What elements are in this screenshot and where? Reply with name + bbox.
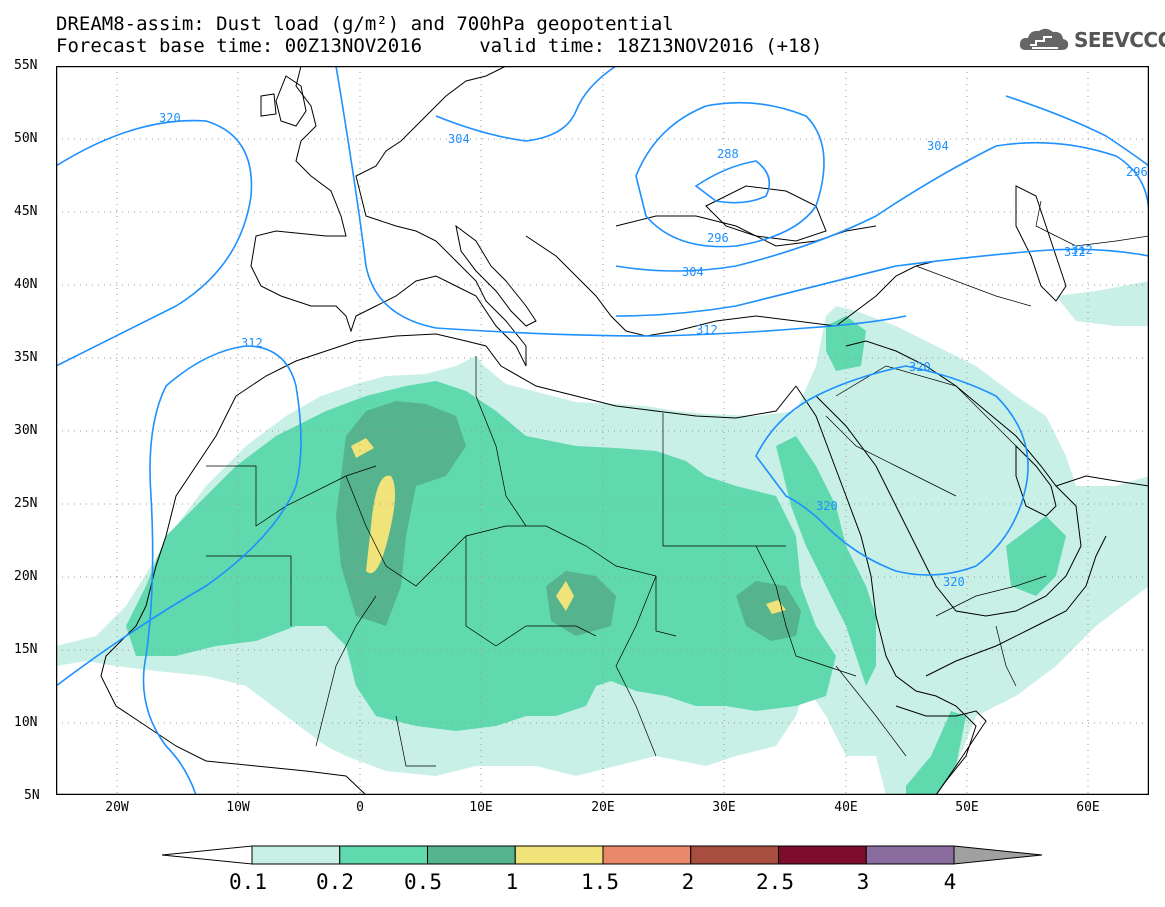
dust-light-caspian <box>1056 281 1149 326</box>
colorbar-cell <box>690 845 779 865</box>
borders <box>206 200 1149 767</box>
grid <box>56 66 1149 795</box>
contour-label: 304 <box>448 132 470 146</box>
dust-yellow-2 <box>351 438 374 458</box>
colorbar-label: 1.5 <box>581 870 619 894</box>
contour-label: 320 <box>943 575 965 589</box>
contour-label: 296 <box>1126 165 1148 179</box>
lon-label: 20W <box>105 800 129 815</box>
lat-label: 50N <box>14 131 38 146</box>
colorbar-label: 0.2 <box>316 870 354 894</box>
colorbar-cell <box>778 845 867 865</box>
lon-label: 20E <box>591 800 615 815</box>
contour-label: 288 <box>717 147 739 161</box>
lat-label: 20N <box>14 569 38 584</box>
dust-mid-gulf <box>1006 516 1066 596</box>
lat-label: 55N <box>14 58 38 73</box>
lon-label: 10W <box>226 800 250 815</box>
seevccc-logo: SEEVCCC <box>1018 26 1165 54</box>
lon-label: 30E <box>712 800 736 815</box>
lat-label: 30N <box>14 423 38 438</box>
colorbar-label: 0.5 <box>404 870 442 894</box>
colorbar-label: 2 <box>681 870 695 894</box>
contour-label: 312 <box>1071 243 1093 257</box>
colorbar-cell <box>251 845 341 865</box>
lat-label: 35N <box>14 350 38 365</box>
colorbar-label: 3 <box>856 870 870 894</box>
geopotential-contours <box>56 66 1149 795</box>
colorbar-label: 2.5 <box>756 870 794 894</box>
contour-label: 312 <box>696 323 718 337</box>
dust-yellow-3 <box>556 581 574 611</box>
lat-label: 40N <box>14 277 38 292</box>
lat-label: 5N <box>24 788 40 803</box>
lat-label: 25N <box>14 496 38 511</box>
dust-mid-redsea <box>776 436 876 686</box>
lat-label: 10N <box>14 715 38 730</box>
contour-label: 296 <box>707 231 729 245</box>
contour-label: 304 <box>682 265 704 279</box>
colorbar-cell <box>602 845 692 865</box>
colorbar-cell <box>865 845 955 865</box>
colorbar-cell <box>427 845 516 865</box>
lon-label: 50E <box>955 800 979 815</box>
lat-label: 45N <box>14 204 38 219</box>
dust-mid-sahara <box>126 381 836 731</box>
contour-label: 320 <box>909 360 931 374</box>
contour-label: 312 <box>241 336 263 350</box>
lon-label: 10E <box>469 800 493 815</box>
cloud-logo-icon <box>1019 28 1069 50</box>
dust-layer <box>56 281 1149 795</box>
colorbar-label: 4 <box>943 870 957 894</box>
lon-label: 40E <box>834 800 858 815</box>
colorbar-label: 1 <box>505 870 519 894</box>
logo-text: SEEVCCC <box>1074 28 1165 52</box>
colorbar-label: 0.1 <box>229 870 267 894</box>
dust-yellow-1 <box>366 475 395 574</box>
colorbar-cell <box>339 845 428 865</box>
dust-dark-sudan <box>736 581 801 641</box>
map-panel: 320 304 288 296 304 312 312 312 320 320 … <box>56 66 1149 795</box>
dust-mid-levant <box>826 316 866 371</box>
title-line-2: Forecast base time: 00Z13NOV2016 valid t… <box>56 35 823 57</box>
lon-label: 60E <box>1076 800 1100 815</box>
title-line-1: DREAM8-assim: Dust load (g/m²) and 700hP… <box>56 13 674 35</box>
colorbar-under-triangle <box>161 845 253 865</box>
lat-label: 15N <box>14 642 38 657</box>
colorbar <box>160 838 1045 876</box>
contour-label: 320 <box>159 111 181 125</box>
colorbar-over-triangle <box>953 845 1043 865</box>
dust-yellow-4 <box>766 600 786 614</box>
contour-label: 312 <box>1064 245 1086 259</box>
lon-label: 0 <box>356 800 364 815</box>
contour-label: 304 <box>927 139 949 153</box>
coastlines <box>100 66 1149 795</box>
dust-mid-somalia <box>906 711 966 795</box>
contour-labels: 320 304 288 296 304 312 312 312 320 320 … <box>159 111 1148 589</box>
colorbar-cell <box>514 845 604 865</box>
contour-label: 320 <box>816 499 838 513</box>
